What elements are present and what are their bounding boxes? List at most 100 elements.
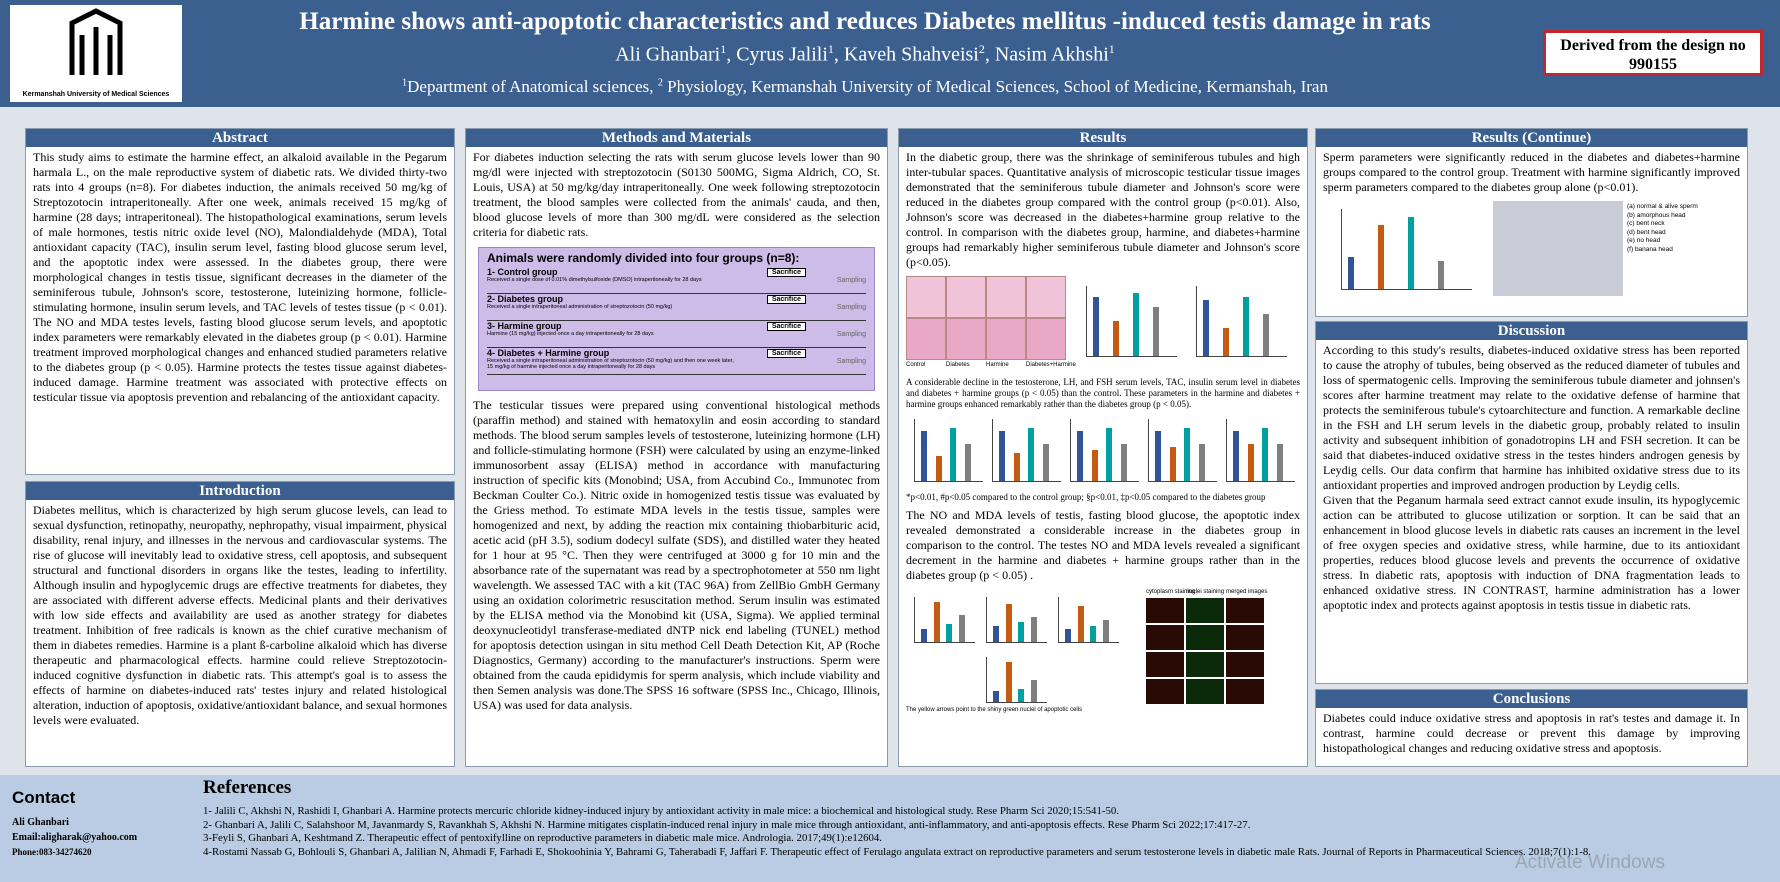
group-name: 2- Diabetes group [487, 294, 564, 304]
poster-title: Harmine shows anti-apoptotic characteris… [299, 8, 1431, 35]
hormone-charts [906, 415, 1300, 487]
chart-image [1086, 286, 1177, 357]
abstract-text: This study aims to estimate the harmine … [33, 150, 447, 404]
author: , Cyrus Jalili [726, 43, 828, 66]
chart-shape [1113, 321, 1119, 356]
chart-image [986, 597, 1047, 643]
introduction-panel: Introduction Diabetes mellitus, which is… [25, 481, 455, 767]
chart-shape [1005, 661, 1012, 702]
reference: 3-Feyli S, Ghanbari A, Keshtmand Z. Ther… [203, 832, 883, 845]
legend-entry: (a) normal & alive sperm [1627, 203, 1698, 210]
reference: 4-Rostami Nassab G, Bohlouli S, Ghanbari… [203, 845, 1591, 858]
chart-image [992, 419, 1061, 482]
legend-entry: (f) banana head [1627, 245, 1673, 253]
chart-shape [1153, 307, 1159, 356]
figure-label: Diabetes [946, 362, 970, 368]
chart-shape [958, 615, 965, 642]
abstract-panel: Abstract This study aims to estimate the… [25, 128, 455, 475]
affil-text: Physiology, Kermanshah University of Med… [662, 77, 1328, 96]
chart-shape [1276, 443, 1283, 481]
group-name: 4- Diabetes + Harmine group [487, 348, 610, 358]
fluorescence-image [1226, 598, 1264, 623]
chart-shape [1120, 443, 1127, 481]
author: Ali Ghanbari [615, 43, 721, 66]
group-name: 1- Control group [487, 267, 558, 277]
chart-image [1341, 209, 1472, 290]
chart-shape [1093, 296, 1099, 356]
fluorescence-image [1186, 625, 1224, 650]
micrograph [986, 276, 1026, 318]
conclusions-panel: Conclusions Diabetes could induce oxidat… [1315, 689, 1748, 767]
group-desc: Received a single dose of 0.01% dimethyl… [487, 277, 702, 283]
legend-entry: (b) amorphous head [1627, 211, 1686, 219]
section-heading: Discussion [1316, 322, 1747, 340]
chart-shape [1233, 431, 1239, 481]
legend-entry: (d) bent head [1627, 228, 1666, 236]
reference: 1- Jalili C, Akhshi N, Rashidi I, Ghanba… [203, 805, 1119, 817]
figure-label: cytoplasm staining [1146, 589, 1196, 595]
micrograph [946, 276, 986, 318]
chart-shape [1028, 428, 1034, 481]
section-heading: Results [899, 129, 1307, 147]
discussion-text: According to this study's results, diabe… [1323, 343, 1740, 492]
chart-shape [1091, 450, 1098, 481]
chart-shape [1077, 606, 1084, 642]
fluorescence-image [1146, 652, 1184, 677]
figure-label: Diabetes+Harmine [1026, 362, 1076, 368]
legend-entry: (e) no head [1627, 237, 1661, 244]
author: , Kaveh Shahveisi [833, 43, 979, 66]
figure-caption: *p<0.01, #p<0.05 compared to the control… [906, 492, 1266, 502]
footer [0, 775, 1780, 882]
results-continue-panel: Results (Continue) Sperm parameters were… [1315, 128, 1748, 317]
author-sup: 1 [1108, 42, 1115, 56]
author-sup: 1 [720, 42, 727, 56]
micrograph [1026, 318, 1066, 360]
group-desc: Harmine (15 mg/kg) injected once a day i… [487, 331, 654, 337]
reference: 2- Ghanbari A, Jalili C, Salahshoor M, J… [203, 818, 1251, 831]
chart-shape [1018, 621, 1024, 642]
chart-image [1148, 419, 1217, 482]
chart-image [1058, 597, 1119, 643]
derived-box: Derived from the design no 990155 [1543, 30, 1763, 76]
fluorescence-image [1146, 625, 1184, 650]
sperm-image [1493, 201, 1623, 296]
methods-text: For diabetes induction selecting the rat… [473, 150, 880, 239]
chart-shape [1030, 617, 1037, 642]
introduction-text: Diabetes mellitus, which is characterize… [33, 503, 447, 727]
chart-shape [1408, 217, 1414, 289]
contact-phone: Phone:083-34274620 [12, 847, 92, 857]
legend-entry: (c) bent neck [1627, 220, 1665, 227]
chart-shape [1065, 628, 1071, 642]
chart-image [1196, 286, 1287, 357]
chart-shape [1013, 453, 1020, 481]
chart-shape [1155, 431, 1161, 481]
chart-shape [1090, 626, 1096, 642]
chart-image [1226, 419, 1295, 482]
group-end: Sacrifice [766, 322, 806, 331]
chart-shape [1263, 314, 1269, 356]
chart-shape [964, 443, 971, 481]
section-heading: Results (Continue) [1316, 129, 1747, 147]
group-row: 1- Control group Received a single dose o… [487, 267, 866, 294]
chart-shape [1042, 443, 1049, 481]
groups-figure: Animals were randomly divided into four … [478, 247, 875, 391]
chart-shape [933, 601, 940, 642]
chart-shape [921, 431, 927, 481]
group-end: Sacrifice [766, 349, 806, 358]
watermark: Activate Windows [1515, 852, 1665, 873]
fluorescence-image [1146, 598, 1184, 623]
chart-image [914, 419, 983, 482]
figure-label: merged images [1226, 589, 1268, 595]
results-panel: Results In the diabetic group, there was… [898, 128, 1308, 767]
figure-label: nuclei staining [1186, 589, 1225, 595]
chart-shape [1133, 293, 1139, 356]
chart-shape [935, 456, 942, 481]
micrograph [986, 318, 1026, 360]
fluorescence-image [1186, 598, 1224, 623]
chart-shape [993, 626, 999, 642]
affiliation: 1Department of Anatomical sciences, 2 Ph… [190, 77, 1540, 97]
chart-shape [1203, 300, 1209, 356]
chart-shape [1169, 446, 1176, 481]
figure-label: Harmine [986, 362, 1009, 368]
